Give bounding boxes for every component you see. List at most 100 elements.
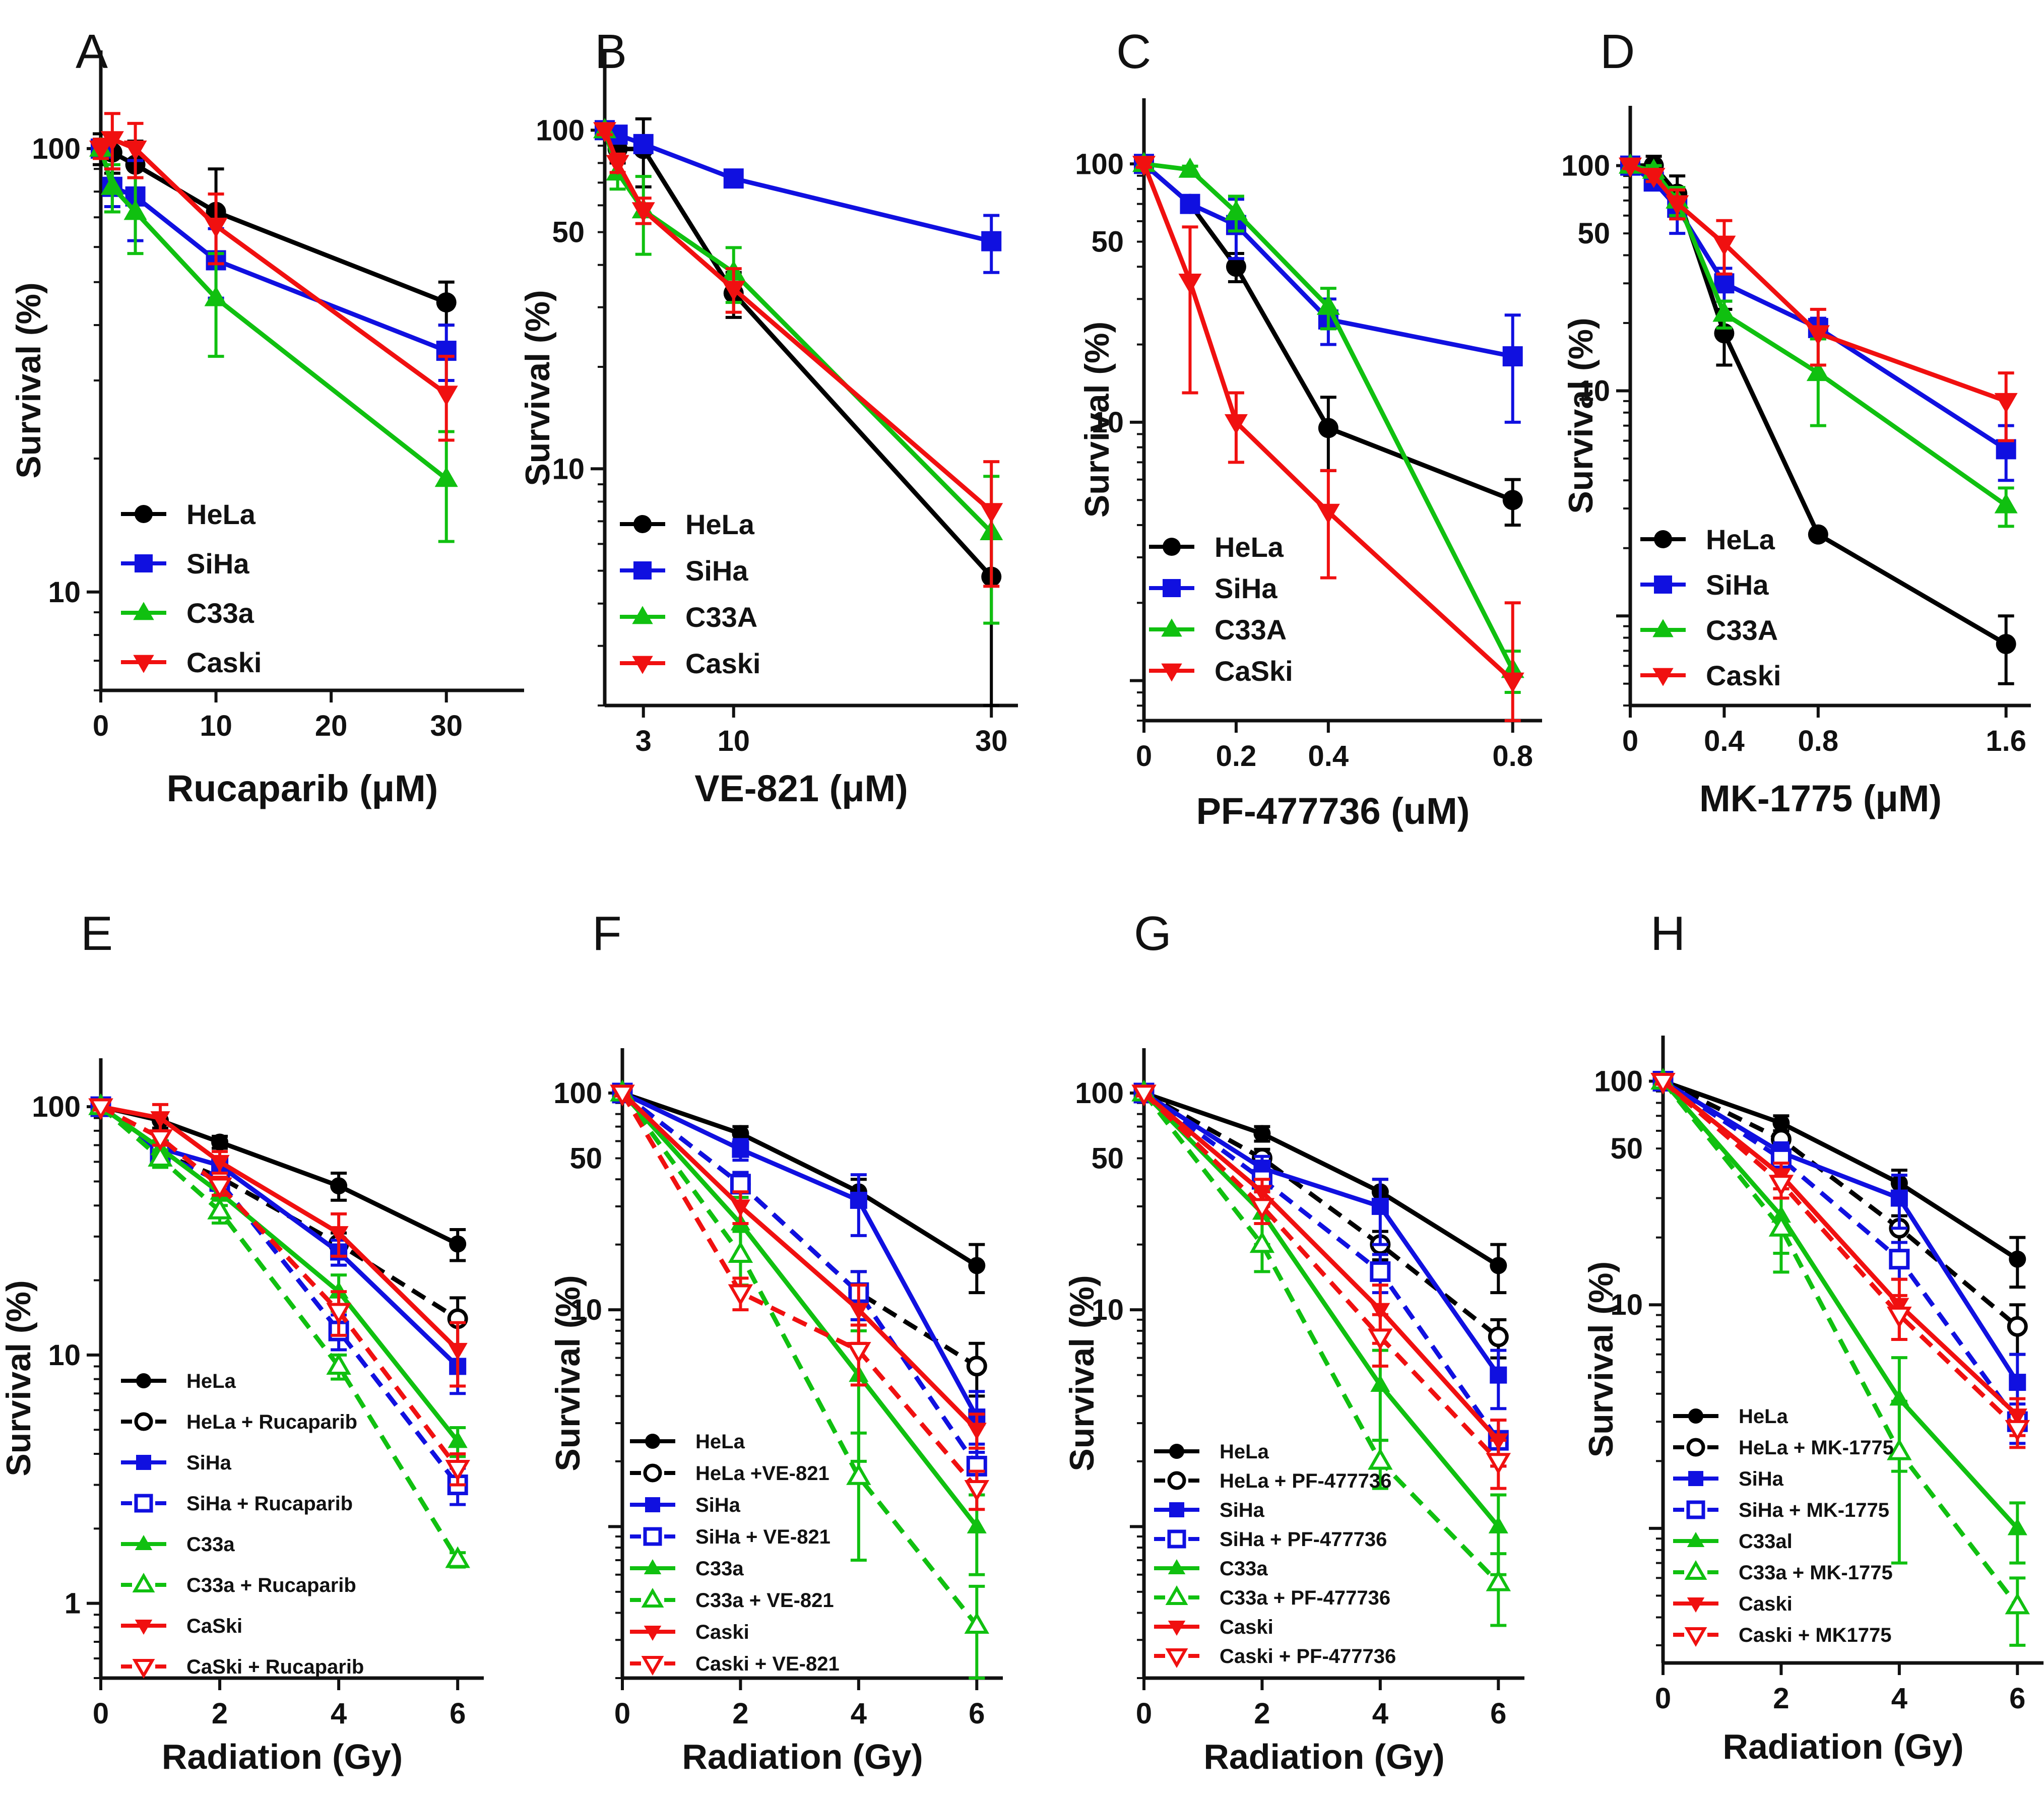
panel-a-point-c33a (204, 286, 228, 306)
panel-c-point-c33a (1178, 157, 1202, 178)
panel-f-legend-marker-caski (644, 1626, 662, 1641)
panel-f-legend-label-hela-ve-821: HeLa +VE-821 (695, 1462, 829, 1485)
panel-g-line-caski-pf-477736 (1142, 1091, 1500, 1463)
panel-h-point-c33al (2007, 1518, 2027, 1535)
panel-e-line-c33a-rucaparib (99, 1105, 460, 1561)
panel-b: B 3 10 30 10 50 100 Survival (%) VE-821 (μM) HeLa… (519, 25, 1018, 809)
panel-a-legend-label-c33a: C33a (186, 597, 254, 629)
panel-e-xtick-label: 0 (93, 1697, 109, 1730)
panel-a-legend-marker-c33a (133, 602, 154, 620)
panel-g-legend-marker-siha (1169, 1502, 1184, 1517)
panel-e-point-hela (211, 1133, 229, 1151)
panel-g-legend-label-c33a: C33a (1220, 1558, 1268, 1580)
panel-a-line-siha (98, 148, 448, 353)
panel-c-ylabel: Survival (%) (1078, 322, 1116, 518)
panel-e-point-caski-rucaparib (207, 1177, 232, 1199)
panel-e-ytick-label: 100 (32, 1091, 81, 1123)
panel-d-point-caski (1642, 168, 1666, 188)
panel-g-letter: G (1134, 907, 1172, 960)
panel-g-xtick-label: 6 (1490, 1697, 1506, 1730)
panel-b-legend-label-hela: HeLa (685, 508, 755, 540)
panel-a-legend-label-hela: HeLa (186, 498, 256, 530)
panel-a-point-c33a (100, 174, 124, 195)
panel-a-point-hela (436, 292, 457, 313)
panel-e-legend: HeLa HeLa + Rucaparib SiHa SiHa + Rucaparib… (121, 1370, 364, 1679)
panel-g-legend-marker-c33a-pf-477736 (1165, 1585, 1188, 1605)
panel-f-point-caski-ve-821 (728, 1284, 753, 1306)
panel-g-ytick-label: 10 (1091, 1294, 1124, 1326)
panel-b-legend-marker-siha (633, 561, 652, 580)
panel-g-legend-marker-caski (1168, 1621, 1186, 1636)
panel-h-point-siha (2009, 1374, 2026, 1391)
panel-g-line-hela (1143, 1091, 1500, 1268)
panel-a-letter: A (76, 25, 108, 79)
panel-f-point-c33a (967, 1516, 987, 1533)
panel-a-legend-label-siha: SiHa (186, 548, 249, 580)
panel-f-point-caski-ve-821 (964, 1480, 990, 1502)
panel-g-legend-marker-hela-pf-477736 (1167, 1471, 1186, 1490)
panel-h-point-c33a-mk-1775 (1887, 1438, 1912, 1460)
panel-b-legend-label-siha: SiHa (685, 555, 748, 587)
panel-g-xtick-label: 4 (1372, 1697, 1388, 1730)
panel-c: C 0 0.2 0.4 0.8 10 50 100 Survival (%) PF-477736 … (1075, 25, 1542, 832)
panel-d-legend-marker-c33a (1652, 619, 1674, 637)
panel-c-point-siha (1180, 194, 1200, 214)
panel-h-point-hela (1772, 1114, 1790, 1132)
panel-h-ytick-label: 100 (1594, 1065, 1643, 1098)
panel-f-line-hela (621, 1091, 978, 1268)
panel-b-point-siha (723, 168, 744, 189)
panel-d-legend-label-siha: SiHa (1706, 569, 1769, 601)
panel-f-point-caski (849, 1303, 869, 1320)
panel-d-xlabel: MK-1775 (μM) (1699, 778, 1942, 819)
panel-d-ytick-label: 100 (1561, 150, 1610, 182)
panel-g-point-c33a (1488, 1516, 1508, 1533)
panel-e-legend-label-caski-rucaparib: CaSki + Rucaparib (186, 1656, 364, 1678)
panel-b-line-c33a (602, 130, 993, 534)
panel-e-legend-label-hela-rucaparib: HeLa + Rucaparib (186, 1411, 357, 1433)
panel-c-ytick-label: 10 (1091, 406, 1124, 439)
panel-d-legend-marker-caski (1652, 668, 1674, 686)
panel-h-point-siha-mk-1775 (1889, 1249, 1910, 1270)
panel-e-point-c33a-rucaparib (148, 1145, 173, 1167)
panel-b-ytick-label: 50 (552, 216, 585, 249)
panel-h-letter: H (1650, 907, 1685, 960)
panel-h: H 0 2 4 6 10 50 100 Survival (%) Radiation (Gy) He… (1582, 907, 2043, 1766)
panel-h-legend-marker-caski (1687, 1597, 1705, 1613)
panel-e-point-caski-rucaparib (88, 1098, 113, 1120)
panel-b-point-siha (633, 134, 654, 154)
panel-f-ytick-label: 10 (569, 1294, 602, 1326)
panel-d-xtick-label: 0 (1622, 725, 1638, 757)
panel-c-xtick-label: 0.2 (1216, 740, 1257, 773)
panel-f-point-c33a-ve-821 (846, 1463, 871, 1485)
panel-g-legend-label-hela-pf-477736: HeLa + PF-477736 (1220, 1470, 1391, 1492)
panel-c-point-c33a (1224, 200, 1248, 221)
panel-h-series-siha-mk-1775 (1652, 1071, 2028, 1445)
panel-a-xtick-label: 0 (93, 710, 109, 742)
panel-d-point-c33a (1806, 361, 1830, 381)
panel-c-point-caski (1132, 156, 1156, 176)
panel-g-point-caski-pf-477736 (1368, 1328, 1393, 1351)
panel-h-legend-label-c33al: C33al (1739, 1530, 1793, 1553)
panel-e-legend-label-c33a: C33a (186, 1533, 235, 1556)
panel-c-point-hela (1502, 490, 1523, 510)
panel-c-xlabel: PF-477736 (uM) (1196, 790, 1470, 832)
panel-c-point-caski (1501, 672, 1524, 693)
panel-f-legend-label-siha-ve-821: SiHa + VE-821 (695, 1526, 831, 1548)
panel-a-series-hela (91, 132, 457, 327)
panel-e-series-caski-rucaparib (88, 1098, 470, 1487)
panel-g-xtick-label: 0 (1136, 1697, 1152, 1730)
panel-e-legend-label-caski: CaSki (186, 1615, 242, 1637)
panel-g-legend-label-caski-pf-477736: Caski + PF-477736 (1220, 1645, 1396, 1668)
panel-b-line-caski (602, 129, 993, 513)
panel-c-legend-label-siha: SiHa (1215, 572, 1278, 604)
panel-g-point-c33a-pf-477736 (1249, 1231, 1275, 1253)
panel-c-xtick-label: 0.4 (1308, 740, 1349, 773)
panel-a-legend-marker-hela (135, 505, 153, 523)
panel-d-point-caski (1994, 393, 2018, 413)
panel-h-point-caski-mk1775 (1887, 1306, 1912, 1328)
panel-f-legend-label-c33a-ve-821: C33a + VE-821 (695, 1589, 834, 1612)
panel-c-ytick-label: 100 (1075, 148, 1124, 180)
panel-g-line-hela-pf-477736 (1142, 1091, 1500, 1339)
panel-e-xtick-label: 6 (450, 1697, 466, 1730)
